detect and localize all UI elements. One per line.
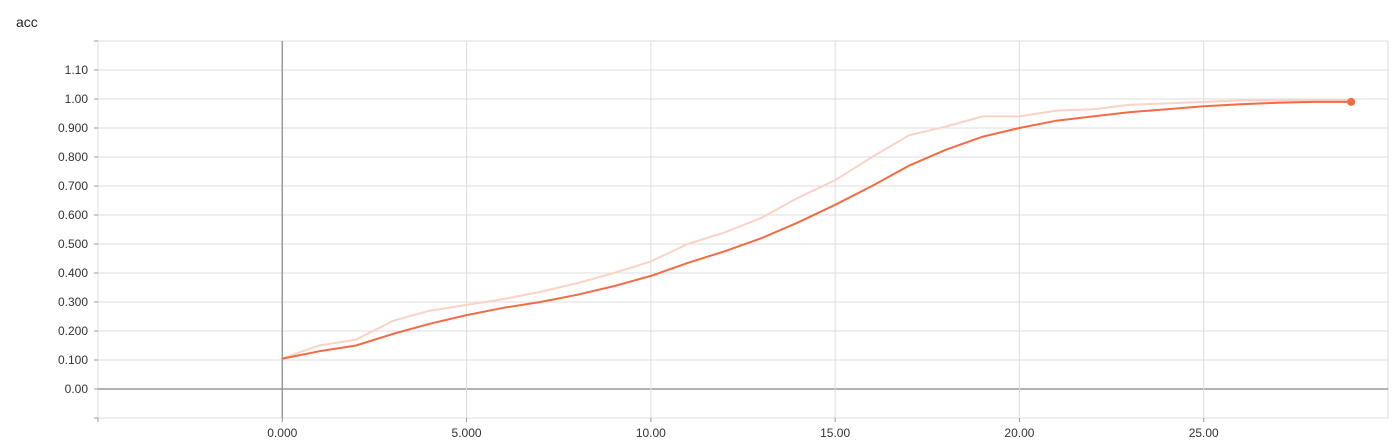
y-tick-label: 1.10 [65, 63, 89, 77]
x-tick-label: 5.000 [452, 426, 482, 440]
y-tick-label: 0.100 [58, 353, 88, 367]
x-tick-label: 0.000 [267, 426, 297, 440]
y-tick-label: 1.00 [65, 92, 89, 106]
series-end-point [1347, 97, 1356, 106]
y-tick-label: 0.400 [58, 266, 88, 280]
y-tick-label: 0.800 [58, 150, 88, 164]
x-tick-label: 10.00 [636, 426, 666, 440]
raw-series-line [281, 99, 1353, 360]
x-tick-label: 15.00 [820, 426, 850, 440]
x-tick-label: 25.00 [1189, 426, 1219, 440]
chart-title: acc [16, 14, 38, 30]
smoothed-series-line [281, 100, 1353, 360]
y-tick-label: 0.200 [58, 324, 88, 338]
y-tick-label: 0.500 [58, 237, 88, 251]
y-tick-label: 0.700 [58, 179, 88, 193]
x-tick-label: 20.00 [1004, 426, 1034, 440]
y-tick-label: 0.600 [58, 208, 88, 222]
y-tick-label: 0.300 [58, 295, 88, 309]
y-tick-label: 0.900 [58, 121, 88, 135]
y-tick-label: 0.00 [65, 382, 89, 396]
